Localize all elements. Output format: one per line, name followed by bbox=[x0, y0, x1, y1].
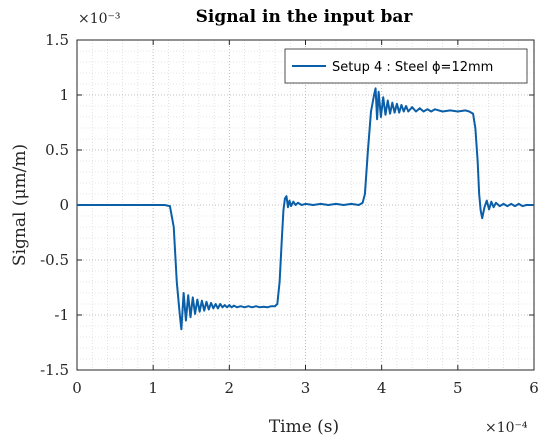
x-axis-label: Time (s) bbox=[269, 417, 339, 437]
x-tick-label: 4 bbox=[377, 379, 387, 397]
y-tick-label: -1 bbox=[54, 306, 69, 324]
x-tick-label: 5 bbox=[453, 379, 463, 397]
x-tick-label: 0 bbox=[72, 379, 82, 397]
x-axis-ticks: 0 1 2 3 4 5 6 bbox=[72, 40, 539, 397]
y-tick-label: -0.5 bbox=[40, 251, 69, 269]
y-axis-label: Signal (μm/m) bbox=[10, 144, 30, 266]
y-tick-label: 0 bbox=[59, 196, 69, 214]
legend-box bbox=[284, 48, 528, 84]
legend: Setup 4 : Steel ϕ=12mm bbox=[284, 48, 528, 84]
y-tick-label: 0.5 bbox=[45, 141, 69, 159]
x-tick-label: 1 bbox=[148, 379, 158, 397]
legend-label: Setup 4 : Steel ϕ=12mm bbox=[332, 60, 493, 75]
y-tick-label: -1.5 bbox=[40, 361, 69, 379]
series-line bbox=[77, 87, 534, 331]
x-tick-label: 2 bbox=[225, 379, 235, 397]
y-tick-label: 1 bbox=[59, 86, 69, 104]
x-tick-label: 3 bbox=[301, 379, 311, 397]
y-exponent-label: ×10⁻³ bbox=[78, 11, 121, 27]
chart-title: Signal in the input bar bbox=[196, 7, 414, 27]
x-tick-label: 6 bbox=[529, 379, 539, 397]
y-tick-label: 1.5 bbox=[45, 31, 69, 49]
y-axis-ticks: -1.5 -1 -0.5 0 0.5 1 1.5 bbox=[40, 31, 534, 379]
x-exponent-label: ×10⁻⁴ bbox=[485, 420, 528, 436]
